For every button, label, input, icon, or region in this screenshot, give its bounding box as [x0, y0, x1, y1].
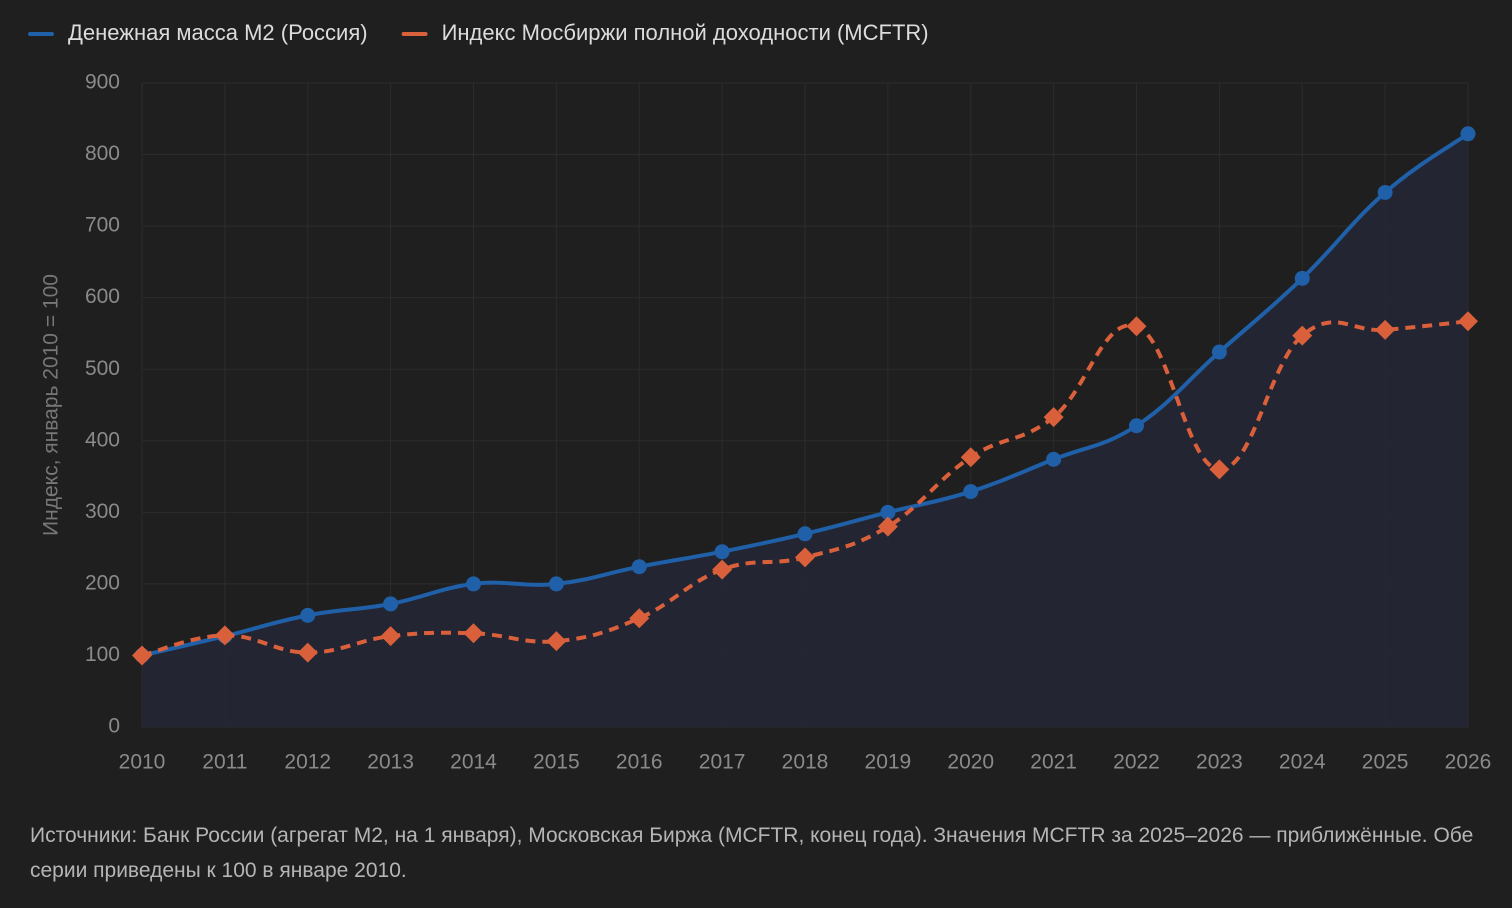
marker: [1129, 418, 1144, 434]
marker: [1211, 344, 1227, 360]
x-tick-label: 2023: [1196, 751, 1243, 774]
x-tick-label: 2016: [616, 751, 663, 774]
marker: [960, 447, 981, 468]
x-tick-label: 2025: [1362, 751, 1409, 774]
marker: [963, 484, 979, 500]
area: [142, 133, 1468, 727]
marker: [712, 559, 733, 580]
y-axis-label: Индекс, январь 2010 = 100: [40, 274, 63, 536]
marker: [214, 625, 235, 646]
marker: [880, 504, 896, 520]
marker: [1046, 451, 1062, 467]
marker: [548, 576, 564, 592]
x-tick-label: 2024: [1279, 751, 1326, 774]
marker: [1294, 270, 1310, 286]
marker: [1126, 316, 1147, 337]
x-tick-label: 2019: [865, 751, 912, 774]
legend-label: Денежная масса М2 (Россия): [68, 20, 368, 45]
marker: [1292, 325, 1313, 346]
y-tick-label: 600: [85, 285, 120, 308]
y-tick-label: 400: [85, 428, 120, 451]
y-tick-label: 800: [85, 142, 120, 165]
x-tick-label: 2011: [202, 751, 247, 774]
marker: [795, 547, 815, 568]
marker: [132, 645, 152, 666]
marker: [1377, 184, 1393, 200]
x-tick-label: 2021: [1030, 751, 1077, 774]
marker: [383, 596, 399, 612]
marker: [877, 516, 898, 537]
marker: [1375, 319, 1396, 340]
y-tick-label: 900: [85, 71, 120, 94]
x-tick-label: 2022: [1113, 751, 1160, 774]
marker: [300, 607, 316, 623]
marker: [380, 626, 401, 647]
x-tick-label: 2026: [1445, 751, 1492, 774]
marker: [297, 642, 318, 663]
marker: [1458, 311, 1478, 332]
marker: [546, 631, 567, 652]
marker: [1460, 126, 1476, 142]
y-tick-label: 200: [85, 571, 120, 594]
x-tick-label: 2010: [119, 751, 166, 774]
marker: [631, 559, 647, 575]
marker: [466, 576, 481, 592]
caption: Источники: Банк России (агрегат М2, на 1…: [30, 824, 1474, 882]
marker: [714, 544, 730, 560]
x-tick-label: 2020: [947, 751, 994, 774]
series-line: [141, 132, 1470, 658]
x-tick-label: 2014: [450, 751, 497, 774]
series-line: [141, 319, 1469, 658]
x-tick-label: 2013: [367, 751, 414, 774]
y-tick-label: 300: [85, 500, 120, 523]
y-tick-label: 500: [85, 357, 120, 380]
marker: [797, 526, 813, 542]
y-tick-label: 0: [108, 715, 120, 738]
y-tick-label: 100: [85, 643, 120, 666]
y-tick-label: 700: [85, 214, 120, 237]
legend-label: Индекс Мосбиржи полной доходности (MCFTR…: [442, 20, 929, 45]
x-tick-label: 2015: [533, 751, 580, 774]
marker: [1209, 459, 1230, 480]
x-tick-label: 2017: [699, 751, 746, 774]
x-tick-label: 2012: [284, 751, 331, 774]
x-tick-label: 2018: [782, 751, 829, 774]
marker: [629, 608, 650, 629]
marker: [463, 623, 484, 644]
marker: [1043, 407, 1064, 428]
